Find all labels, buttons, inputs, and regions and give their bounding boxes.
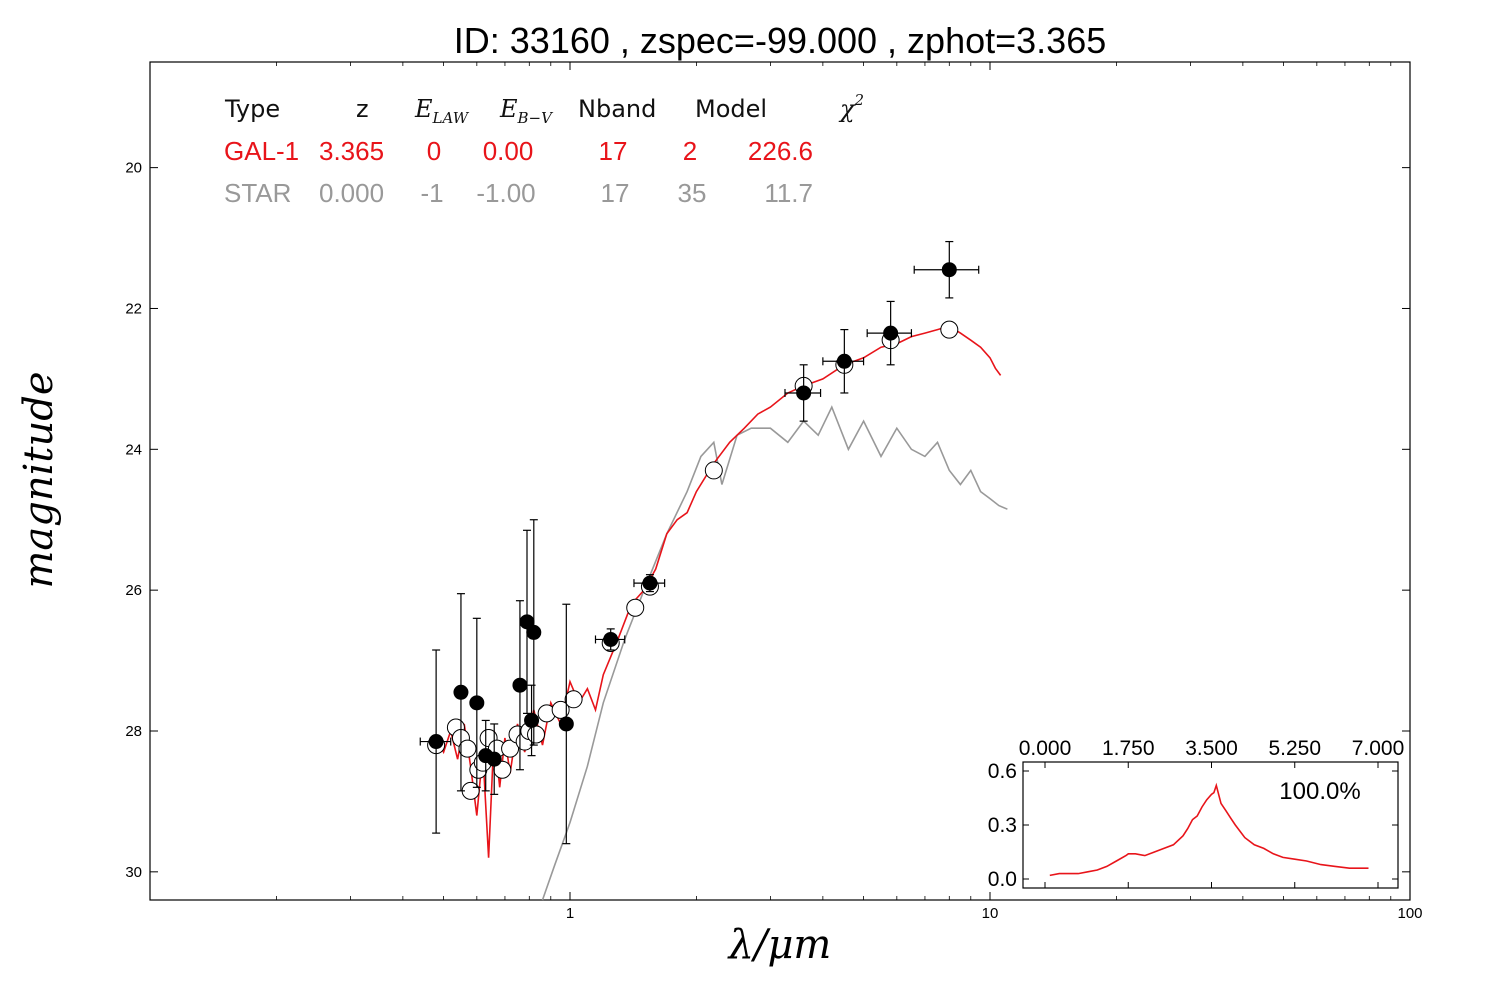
y-tick-label: 20 (125, 160, 142, 177)
row-star-z: 0.000 (319, 178, 384, 208)
observed-point (913, 240, 980, 299)
observed-marker (836, 353, 852, 369)
row-galaxy-z: 3.365 (319, 136, 384, 166)
observed-marker (524, 712, 540, 728)
observed-marker (526, 624, 542, 640)
x-axis-label: λ/μm (727, 922, 832, 968)
inset-axis-ticks: 0.000 1.750 3.500 5.250 7.000 0.0 0.3 0.6 (988, 737, 1404, 891)
inset-pdz-line (1049, 782, 1369, 877)
header-nband: Nband (578, 95, 656, 123)
inset-y-tick-label: 0.0 (988, 868, 1017, 891)
observed-point (866, 300, 913, 366)
inset-x-tick-label: 3.500 (1185, 737, 1238, 760)
observed-point (419, 649, 452, 834)
observed-point (526, 519, 542, 746)
header-chi2: χ2 (838, 91, 864, 123)
observed-marker (558, 716, 574, 732)
figure-title: ID: 33160 , zspec=-99.000 , zphot=3.365 (454, 20, 1106, 61)
main-plot-frame (149, 61, 1411, 901)
observed-marker (642, 575, 658, 591)
row-star-model: 35 (678, 178, 707, 208)
fit-summary-table: Type z ELAW EB−V Nband Model χ2 GAL-1 3.… (224, 91, 864, 208)
inset-x-tick-label: 1.750 (1102, 737, 1155, 760)
inset-pdz: 0.000 1.750 3.500 5.250 7.000 0.0 0.3 0.6 100.0… (988, 737, 1404, 891)
row-galaxy-chi2: 226.6 (748, 136, 813, 166)
inset-pdz-curve (1049, 782, 1369, 877)
observed-marker (428, 734, 444, 750)
inset-x-tick-label: 0.000 (1019, 737, 1072, 760)
row-galaxy-elaw: 0 (427, 136, 441, 166)
observed-point (524, 684, 540, 757)
observed-point (486, 723, 502, 795)
observed-photometry-layer (419, 240, 980, 845)
row-galaxy: GAL-1 3.365 0 0.00 17 2 226.6 (224, 136, 813, 166)
y-axis-label: magnitude (16, 371, 62, 588)
header-elaw: ELAW (414, 95, 470, 127)
x-tick-label: 100 (1397, 905, 1422, 922)
galaxy-sed-layer (435, 325, 1002, 858)
row-galaxy-model: 2 (683, 136, 697, 166)
row-star: STAR 0.000 -1 -1.00 17 35 11.7 (224, 178, 813, 208)
observed-marker (603, 631, 619, 647)
observed-marker (883, 325, 899, 341)
observed-point (784, 364, 822, 422)
observed-marker (486, 751, 502, 767)
header-model: Model (695, 95, 767, 123)
x-tick-label: 10 (982, 905, 999, 922)
header-z: z (356, 95, 369, 123)
row-star-elaw: -1 (420, 178, 443, 208)
observed-point (633, 574, 666, 593)
model-magnitude-marker (940, 320, 959, 339)
inset-x-tick-label: 5.250 (1268, 737, 1321, 760)
row-star-chi2: 11.7 (764, 178, 813, 208)
observed-marker (796, 385, 812, 401)
observed-point (519, 529, 535, 714)
observed-marker (453, 684, 469, 700)
row-galaxy-ebv: 0.00 (483, 136, 534, 166)
observed-marker (941, 262, 957, 278)
row-star-type: STAR (224, 178, 291, 208)
y-tick-label: 28 (125, 723, 142, 740)
row-star-ebv: -1.00 (476, 178, 535, 208)
galaxy-sed-line (435, 325, 1002, 858)
observed-point (594, 628, 626, 651)
inset-x-tick-label: 7.000 (1352, 737, 1405, 760)
header-type: Type (224, 95, 280, 123)
model-magnitude-marker (501, 739, 520, 758)
observed-point (453, 593, 469, 792)
header-ebv: EB−V (499, 95, 554, 127)
observed-point (469, 617, 485, 788)
observed-point (822, 328, 865, 394)
y-tick-label: 24 (125, 441, 142, 458)
model-magnitude-marker (564, 690, 583, 709)
model-magnitude-marker (458, 739, 477, 758)
observed-marker (512, 677, 528, 693)
observed-marker (469, 695, 485, 711)
inset-annotation: 100.0% (1279, 778, 1360, 805)
inset-y-tick-label: 0.6 (988, 760, 1017, 783)
row-star-nband: 17 (601, 178, 630, 208)
model-magnitudes-layer (427, 320, 959, 800)
model-magnitude-marker (626, 598, 645, 617)
observed-point (558, 603, 574, 845)
y-tick-label: 30 (125, 864, 142, 881)
model-magnitude-marker (527, 725, 546, 744)
y-tick-label: 26 (125, 582, 142, 599)
row-galaxy-nband: 17 (599, 136, 628, 166)
model-magnitude-marker (551, 700, 570, 719)
inset-y-tick-label: 0.3 (988, 814, 1017, 837)
model-magnitude-marker (704, 461, 723, 480)
row-galaxy-type: GAL-1 (224, 136, 299, 166)
x-tick-label: 1 (566, 905, 574, 922)
y-tick-label: 22 (125, 300, 142, 317)
